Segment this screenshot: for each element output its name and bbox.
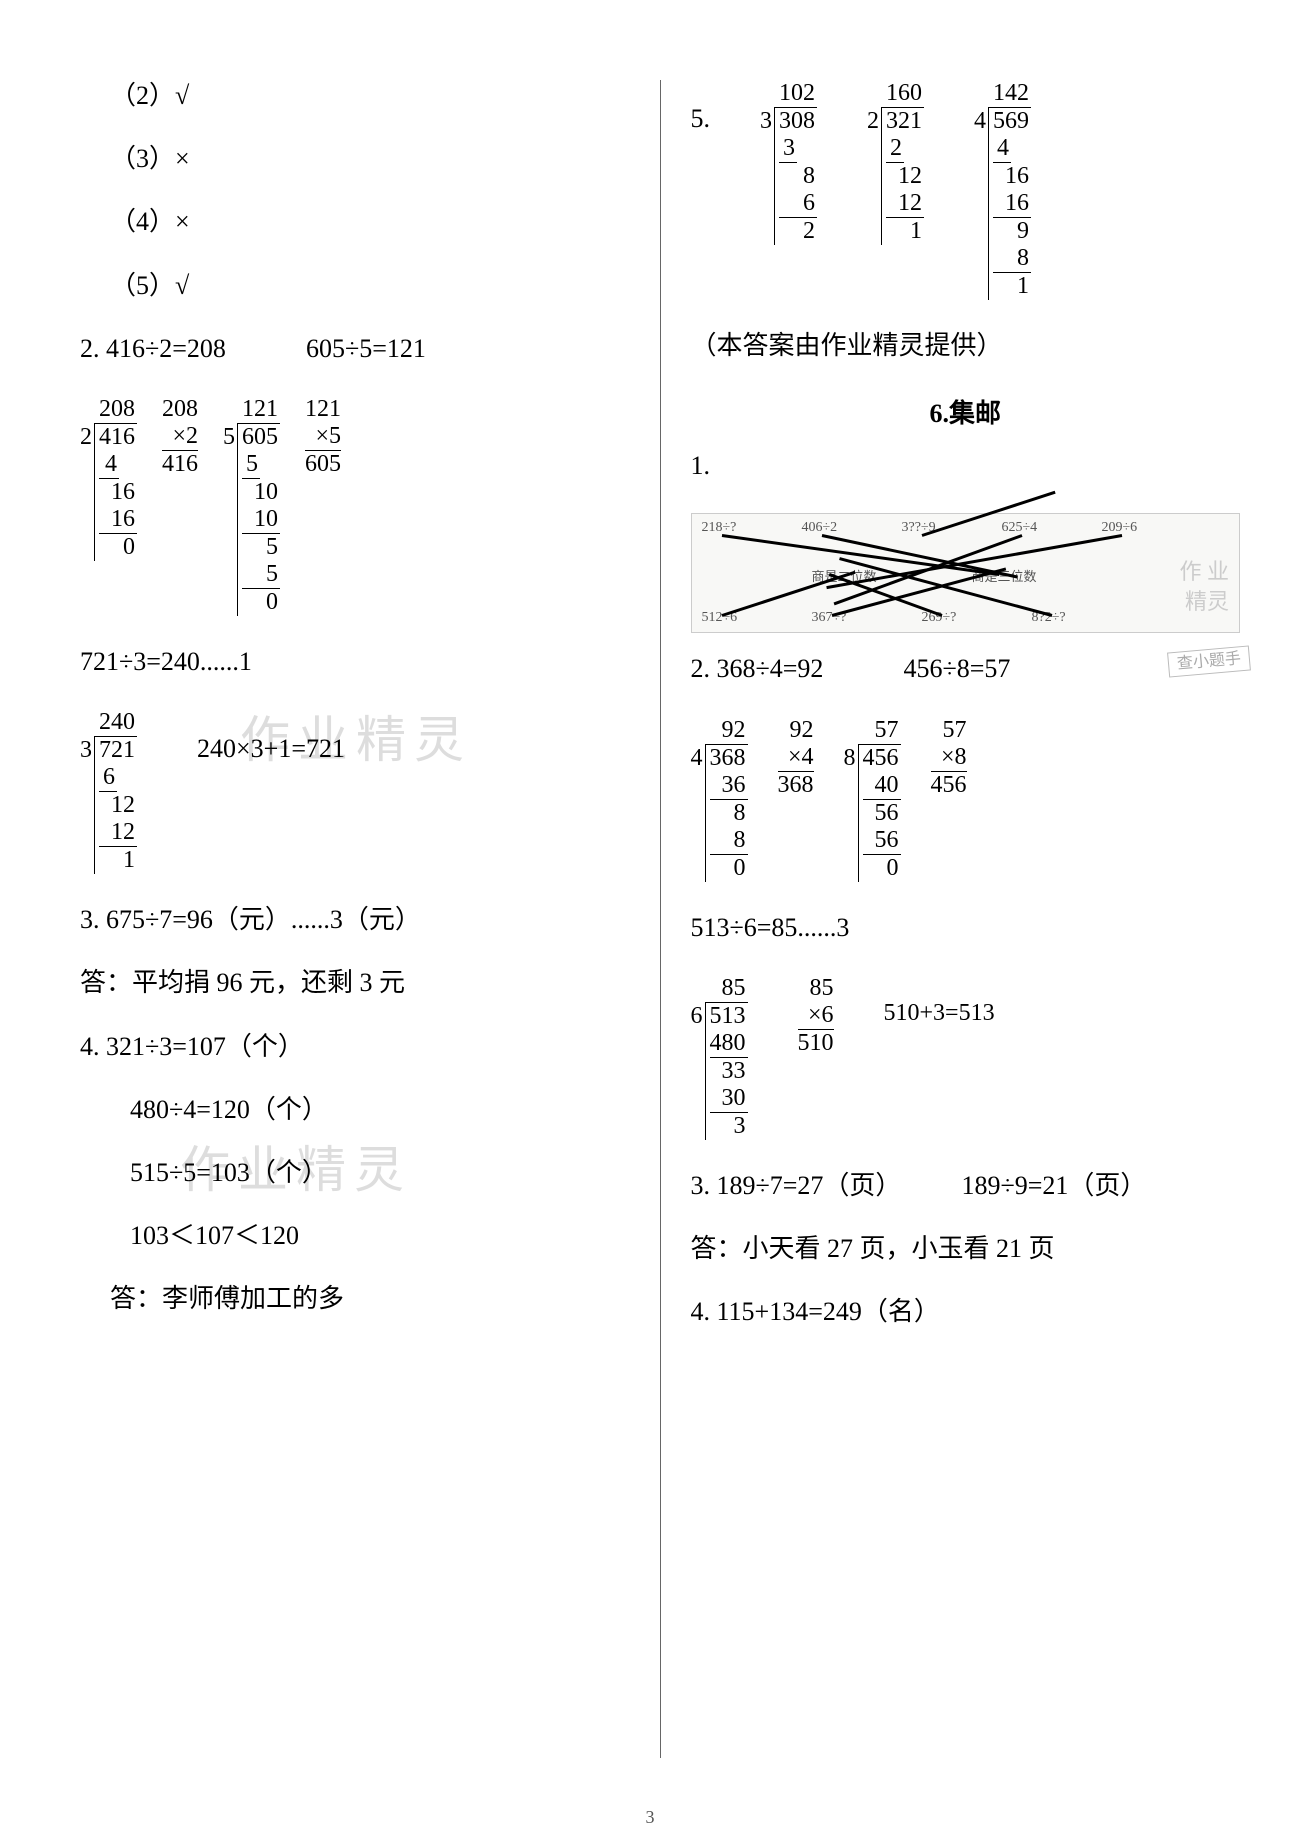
q2c-eq: 513÷6=85......3 [691, 912, 1241, 943]
q3r-ans: 答：小天看 27 页，小玉看 21 页 [691, 1233, 1241, 1264]
longdiv-321-2: 160 2 321 2 12 12 1 [867, 80, 924, 245]
q4-eq2: 480÷4=120（个） [130, 1094, 630, 1125]
q2r-eq1: 2. 368÷4=92 [691, 653, 824, 684]
q4-eq3: 515÷5=103（个） [130, 1157, 630, 1188]
longdiv-416-2: 208 2 416 4 16 16 0 [80, 396, 137, 561]
q3-eq: 3. 675÷7=96（元）......3（元） [80, 904, 630, 935]
longdiv-513-6: 85 6 513 480 33 30 3 [691, 975, 748, 1140]
page: 作业精灵 作业精灵 （2）√ （3）× （4）× （5）√ 2. 416÷2=2… [0, 0, 1300, 1838]
q3r-equations: 3. 189÷7=27（页） 189÷9=21（页） [691, 1170, 1241, 1201]
page-number: 3 [646, 1807, 655, 1828]
column-left: （2）√ （3）× （4）× （5）√ 2. 416÷2=208 605÷5=1… [80, 80, 660, 1798]
mult-92x4: 92 ×4 368 [778, 717, 814, 799]
q3r-eq2: 189÷9=21（页） [961, 1170, 1146, 1201]
mult-121x5: 121 ×5 605 [305, 396, 341, 478]
mult-85x6: 85 ×6 510 [798, 975, 834, 1057]
q4-ans: 答：李师傅加工的多 [110, 1283, 630, 1314]
matching-diagram: 218÷? 406÷2 3??÷9 625÷4 209÷6 商是二位数 商是三位… [691, 513, 1241, 633]
diagram-watermark-2: 精灵 [1185, 584, 1229, 616]
q5-row: 5. 102 3 308 3 8 6 2 16 [691, 80, 1241, 300]
mult-208x2: 208 ×2 416 [162, 396, 198, 478]
longdiv-721-3: 240 3 721 6 12 12 1 [80, 709, 137, 874]
q3-ans: 答：平均捐 96 元，还剩 3 元 [80, 967, 630, 998]
q2r-eq2: 456÷8=57 [903, 653, 1010, 684]
tf-item-3: （3）× [110, 143, 630, 174]
column-right: 5. 102 3 308 3 8 6 2 16 [661, 80, 1241, 1798]
tf-item-5: （5）√ [110, 270, 630, 301]
q4r-eq: 4. 115+134=249（名） [691, 1296, 1241, 1327]
attribution: （本答案由作业精灵提供） [691, 330, 1241, 361]
q1r-label: 1. [691, 450, 1241, 481]
mult-57x8: 57 ×8 456 [931, 717, 967, 799]
q3r-eq1: 3. 189÷7=27（页） [691, 1170, 902, 1201]
q2b-eq: 721÷3=240......1 [80, 646, 630, 677]
longdiv-368-4: 92 4 368 36 8 8 0 [691, 717, 748, 882]
q2-eq1: 2. 416÷2=208 [80, 333, 226, 364]
q2-work: 208 2 416 4 16 16 0 208 [80, 396, 630, 616]
longdiv-456-8: 57 8 456 40 56 56 0 [844, 717, 901, 882]
q2c-work: 85 6 513 480 33 30 3 85 ×6 [691, 975, 1241, 1140]
longdiv-308-3: 102 3 308 3 8 6 2 [760, 80, 817, 245]
q4-cmp: 103＜107＜120 [130, 1220, 630, 1251]
q2r-equations: 2. 368÷4=92 456÷8=57 查小题手 [691, 653, 1241, 684]
tf-item-4: （4）× [110, 206, 630, 237]
longdiv-605-5: 121 5 605 5 10 10 5 5 0 [223, 396, 280, 616]
q2-eq2: 605÷5=121 [306, 333, 426, 364]
q5-label: 5. [691, 104, 711, 134]
q4-eq1: 4. 321÷3=107（个） [80, 1031, 630, 1062]
diagram-watermark-1: 作 业 [1179, 554, 1229, 586]
q2-equations: 2. 416÷2=208 605÷5=121 [80, 333, 630, 364]
tf-item-2: （2）√ [110, 80, 630, 111]
longdiv-569-4: 142 4 569 4 16 16 9 8 1 [974, 80, 1031, 300]
stamp: 查小题手 [1167, 646, 1251, 678]
q2b-work: 240 3 721 6 12 12 1 240×3+1=721 [80, 709, 630, 874]
q2b-check: 240×3+1=721 [197, 734, 345, 764]
q2r-work: 92 4 368 36 8 8 0 92 ×4 [691, 717, 1241, 882]
q2c-check: 510+3=513 [884, 1000, 995, 1027]
section-6-title: 6.集邮 [691, 393, 1241, 430]
